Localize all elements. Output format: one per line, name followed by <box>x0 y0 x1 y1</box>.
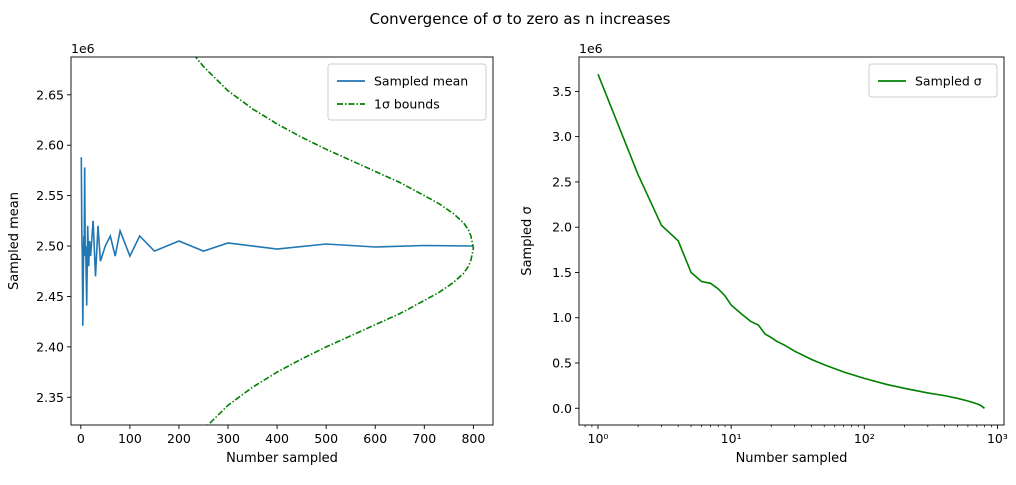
legend: Sampled mean 1σ bounds <box>327 63 487 121</box>
series-line-0 <box>80 157 474 326</box>
plot-frame <box>578 56 1005 426</box>
y-tick-label: 0.5 <box>552 355 572 370</box>
legend: Sampled σ <box>868 63 998 98</box>
x-tick-label: 600 <box>363 431 387 446</box>
y-tick-label: 2.55 <box>36 188 64 203</box>
y-tick-label: 1.5 <box>552 265 572 280</box>
y-tick-label: 2.65 <box>36 87 64 102</box>
y-axis-label: Sampled mean <box>7 192 22 290</box>
legend-box <box>327 63 487 121</box>
series-line-0 <box>597 73 985 409</box>
y-tick-label: 2.0 <box>552 220 572 235</box>
x-tick-label: 300 <box>216 431 240 446</box>
y-tick-label: 2.35 <box>36 390 64 405</box>
left-chart-mean: 0 100 200 300 400 500 600 700 800 2.35 2.40 2.45 2.5… <box>7 41 494 466</box>
figure-title: Convergence of σ to zero as n increases <box>370 10 671 28</box>
x-tick-label: 10² <box>854 431 875 446</box>
y-tick-label: 3.0 <box>552 129 572 144</box>
x-tick-label: 10¹ <box>721 431 742 446</box>
series-line-bounds <box>194 57 475 425</box>
y-tick-label: 2.45 <box>36 289 64 304</box>
y-tick-label: 2.50 <box>36 239 64 254</box>
y-tick-label: 2.40 <box>36 339 64 354</box>
legend-box <box>868 63 998 98</box>
x-tick-label: 10³ <box>987 431 1008 446</box>
y-tick-label: 2.60 <box>36 138 64 153</box>
right-chart-sigma: 10⁰ 10¹ 10² 10³ 0.0 0.5 1.0 1.5 2.0 2.5 3.0 3.5 1e6 N… <box>520 41 1008 466</box>
x-tick-label: 700 <box>412 431 436 446</box>
plot-frame <box>70 56 494 426</box>
legend-label: Sampled σ <box>915 74 982 89</box>
x-tick-label: 100 <box>118 431 142 446</box>
y-offset-label: 1e6 <box>71 41 95 56</box>
x-tick-label: 10⁰ <box>588 431 609 446</box>
y-offset-label: 1e6 <box>579 41 603 56</box>
x-axis-label: Number sampled <box>226 451 338 466</box>
y-axis-label: Sampled σ <box>520 206 535 275</box>
x-tick-label: 200 <box>167 431 191 446</box>
legend-label: 1σ bounds <box>374 97 440 112</box>
y-tick-label: 0.0 <box>552 401 572 416</box>
x-tick-label: 800 <box>461 431 485 446</box>
y-tick-label: 3.5 <box>552 84 572 99</box>
y-tick-label: 2.5 <box>552 174 572 189</box>
x-tick-label: 400 <box>265 431 289 446</box>
y-tick-label: 1.0 <box>552 310 572 325</box>
x-tick-label: 500 <box>314 431 338 446</box>
x-axis-label: Number sampled <box>736 451 848 466</box>
x-tick-label: 0 <box>77 431 85 446</box>
legend-label: Sampled mean <box>374 74 468 89</box>
